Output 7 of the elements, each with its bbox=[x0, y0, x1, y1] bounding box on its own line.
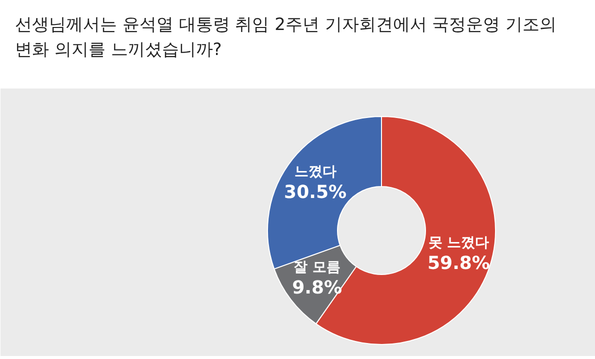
data-label: 30.5% bbox=[284, 182, 347, 203]
slice-label: 못 느꼈다 bbox=[428, 234, 490, 251]
data-label: 9.8% bbox=[292, 278, 342, 299]
slice-label: 느꼈다 bbox=[294, 164, 336, 180]
slice-label: 잘 모름 bbox=[294, 260, 341, 276]
data-label: 59.8% bbox=[428, 252, 490, 274]
chart-title: 선생님께서는 윤석열 대통령 취임 2주년 기자회견에서 국정운영 기조의 변화 의지를 느끼셨습니까? bbox=[15, 14, 557, 62]
